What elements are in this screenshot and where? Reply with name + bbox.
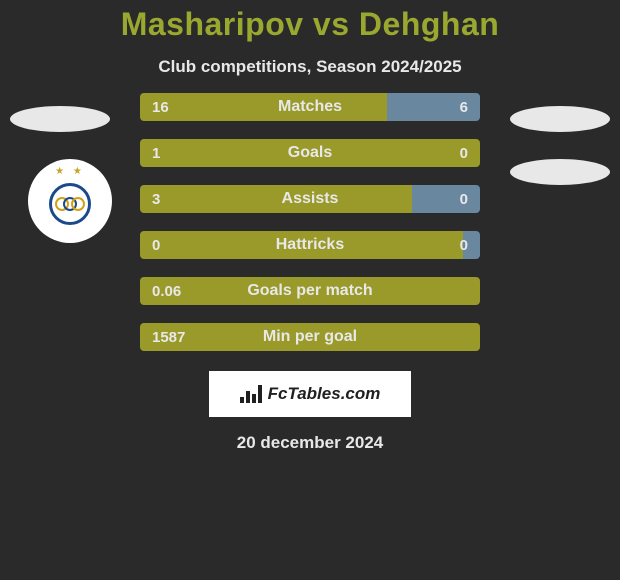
bar-left-segment bbox=[140, 93, 387, 121]
player-placeholder-ellipse bbox=[510, 106, 610, 132]
stat-row: 1Goals0 bbox=[140, 139, 480, 167]
title-left: Masharipov bbox=[121, 6, 304, 42]
footer-date: 20 december 2024 bbox=[0, 433, 620, 453]
title-vs: vs bbox=[313, 6, 350, 42]
stat-right-value: 6 bbox=[460, 99, 468, 116]
bar-left-segment bbox=[140, 323, 480, 351]
chart-icon bbox=[240, 385, 262, 403]
stat-row: 3Assists0 bbox=[140, 185, 480, 213]
club-badge: ★ ★ bbox=[28, 159, 112, 243]
footer-logo-text: FcTables.com bbox=[268, 384, 381, 404]
stat-left-value: 1587 bbox=[152, 329, 185, 346]
stat-left-value: 0 bbox=[152, 237, 160, 254]
stats-column: 16Matches6 1Goals0 3Assists0 0Hattricks0 0.0… bbox=[140, 93, 480, 351]
comparison-infographic: Masharipov vs Dehghan Club competitions,… bbox=[0, 0, 620, 580]
stat-row: 1587Min per goal bbox=[140, 323, 480, 351]
stat-left-value: 0.06 bbox=[152, 283, 181, 300]
stat-right-value: 0 bbox=[460, 145, 468, 162]
title-right: Dehghan bbox=[359, 6, 499, 42]
stat-row: 0.06Goals per match bbox=[140, 277, 480, 305]
stat-left-value: 3 bbox=[152, 191, 160, 208]
player-placeholder-ellipse bbox=[10, 106, 110, 132]
footer-logo-box: FcTables.com bbox=[207, 369, 413, 419]
bar-left-segment bbox=[140, 185, 412, 213]
stat-row: 16Matches6 bbox=[140, 93, 480, 121]
bar-left-segment bbox=[140, 139, 480, 167]
player-placeholder-ellipse bbox=[510, 159, 610, 185]
bar-right-segment bbox=[412, 185, 480, 213]
bar-left-segment bbox=[140, 277, 480, 305]
stat-right-value: 0 bbox=[460, 237, 468, 254]
stat-left-value: 16 bbox=[152, 99, 169, 116]
subtitle: Club competitions, Season 2024/2025 bbox=[0, 57, 620, 77]
page-title: Masharipov vs Dehghan bbox=[0, 0, 620, 43]
star-icon: ★ ★ bbox=[55, 166, 85, 177]
stat-left-value: 1 bbox=[152, 145, 160, 162]
content-area: 16Matches6 1Goals0 3Assists0 0Hattricks0 0.0… bbox=[0, 93, 620, 351]
bar-left-segment bbox=[140, 231, 463, 259]
stat-right-value: 0 bbox=[460, 191, 468, 208]
stat-row: 0Hattricks0 bbox=[140, 231, 480, 259]
rings-icon bbox=[49, 183, 91, 225]
